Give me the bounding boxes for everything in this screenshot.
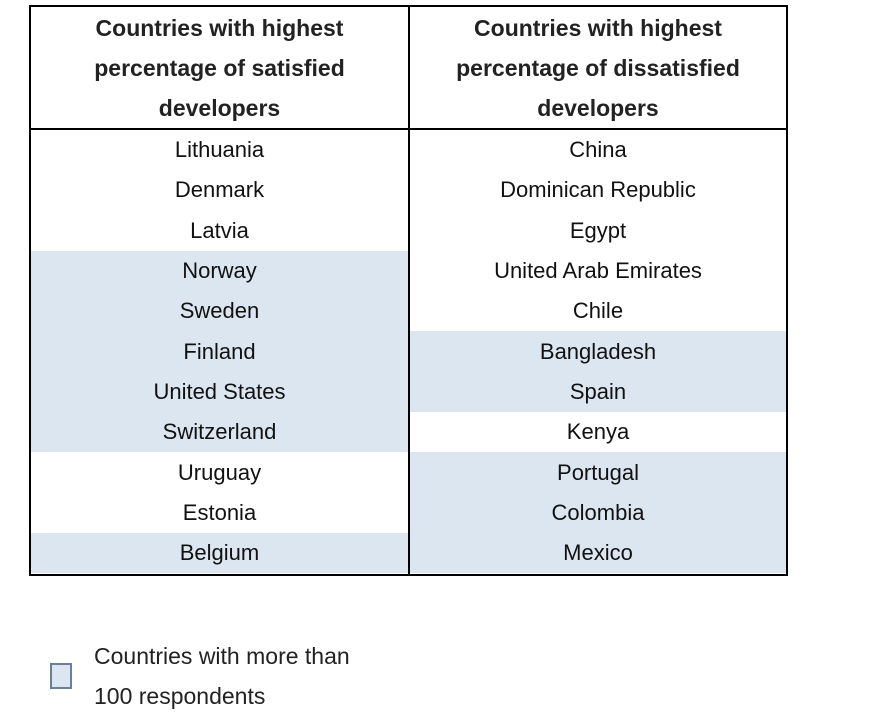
table-row: Sweden	[31, 291, 408, 332]
table-row: Egypt	[410, 210, 786, 251]
table-row: Denmark	[31, 170, 408, 211]
table-row: Colombia	[410, 492, 786, 533]
satisfied-column: Countries with highest percentage of sat…	[31, 7, 410, 574]
table-row: Latvia	[31, 210, 408, 251]
table-row: Kenya	[410, 412, 786, 453]
table-row: Finland	[31, 331, 408, 372]
dissatisfied-column: Countries with highest percentage of dis…	[410, 7, 786, 574]
table-row: United States	[31, 371, 408, 413]
dissatisfied-column-header: Countries with highest percentage of dis…	[410, 7, 786, 130]
legend-label: Countries with more than 100 respondents	[94, 643, 350, 709]
table-row: Switzerland	[31, 412, 408, 453]
table-row: Mexico	[410, 532, 786, 574]
table-row: Norway	[31, 250, 408, 292]
country-satisfaction-table: Countries with highest percentage of sat…	[29, 5, 788, 576]
table-row: Spain	[410, 371, 786, 413]
legend-swatch	[50, 663, 72, 689]
table-row: Uruguay	[31, 452, 408, 493]
table-row: Lithuania	[31, 130, 408, 171]
table-row: Portugal	[410, 452, 786, 493]
table-row: Belgium	[31, 532, 408, 574]
table-row: China	[410, 130, 786, 171]
table-row: United Arab Emirates	[410, 250, 786, 292]
legend: Countries with more than 100 respondents	[50, 636, 394, 716]
dissatisfied-rows: China Dominican Republic Egypt United Arab …	[410, 130, 786, 574]
satisfied-column-header: Countries with highest percentage of sat…	[31, 7, 408, 130]
satisfied-rows: Lithuania Denmark Latvia Norway Sweden Finlan…	[31, 130, 408, 574]
table-row: Bangladesh	[410, 331, 786, 372]
table-row: Estonia	[31, 492, 408, 533]
table-row: Dominican Republic	[410, 170, 786, 211]
table-row: Chile	[410, 291, 786, 332]
